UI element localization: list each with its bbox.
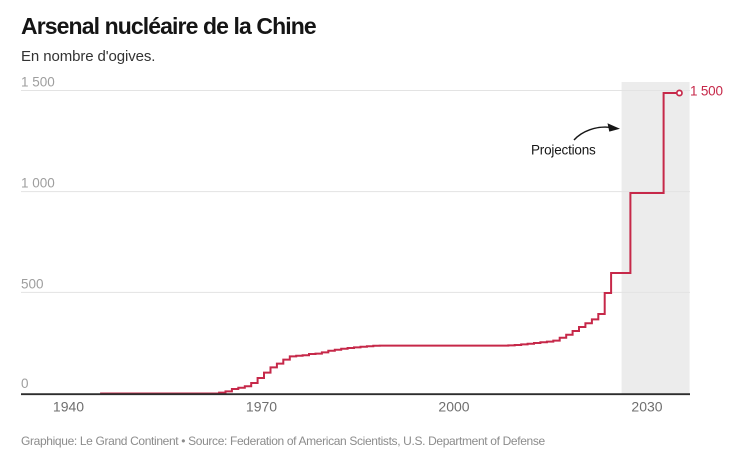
svg-text:1 000: 1 000	[21, 176, 55, 191]
svg-text:1 500: 1 500	[21, 75, 55, 90]
svg-text:Projections: Projections	[531, 143, 596, 158]
svg-text:1 500: 1 500	[690, 84, 723, 99]
svg-text:1970: 1970	[246, 398, 277, 414]
svg-text:500: 500	[21, 276, 44, 291]
svg-text:0: 0	[21, 376, 29, 391]
svg-text:1940: 1940	[53, 398, 84, 414]
svg-text:2000: 2000	[438, 398, 469, 414]
svg-text:2030: 2030	[631, 398, 662, 414]
